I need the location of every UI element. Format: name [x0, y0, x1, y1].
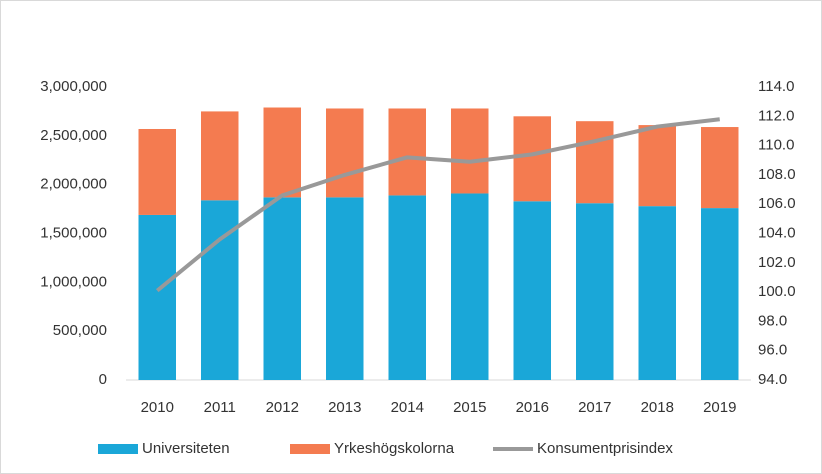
bar — [513, 201, 551, 380]
y2-tick-label: 102.0 — [758, 254, 796, 271]
y-tick-label: 1,500,000 — [40, 224, 107, 241]
x-tick-label: 2019 — [703, 399, 736, 416]
y2-tick-label: 94.0 — [758, 371, 787, 388]
y-tick-label: 1,000,000 — [40, 273, 107, 290]
line — [155, 117, 720, 293]
legend-label: Konsumentprisindex — [537, 440, 673, 457]
legend-swatch — [290, 444, 330, 454]
bar — [638, 125, 676, 207]
bar — [451, 108, 489, 194]
bar — [701, 127, 739, 209]
bar — [388, 108, 426, 196]
y-tick-label: 2,000,000 — [40, 176, 107, 193]
bar — [576, 121, 614, 204]
x-tick-label: 2017 — [578, 399, 611, 416]
bar — [138, 128, 176, 215]
y2-tick-label: 110.0 — [758, 137, 794, 154]
x-tick-label: 2016 — [516, 399, 549, 416]
bar — [263, 107, 301, 198]
x-tick-label: 2013 — [328, 399, 361, 416]
y-tick-label: 3,000,000 — [40, 78, 107, 95]
x-tick-label: 2015 — [453, 399, 486, 416]
y-tick-label: 2,500,000 — [40, 127, 107, 144]
y2-tick-label: 96.0 — [758, 342, 787, 359]
y2-tick-label: 98.0 — [758, 312, 787, 329]
bar — [388, 195, 426, 380]
y-tick-label: 500,000 — [53, 322, 107, 339]
bar — [201, 111, 239, 201]
x-tick-label: 2014 — [391, 399, 424, 416]
y2-tick-label: 106.0 — [758, 195, 796, 212]
bar — [326, 108, 364, 198]
y-tick-label: 0 — [99, 371, 107, 388]
bar — [576, 203, 614, 380]
bar — [701, 208, 739, 380]
y2-tick-label: 100.0 — [758, 283, 796, 300]
y2-tick-label: 108.0 — [758, 166, 796, 183]
x-tick-label: 2011 — [204, 399, 236, 416]
bar — [263, 197, 301, 380]
bar — [326, 197, 364, 380]
bar — [638, 206, 676, 380]
legend-label: Universiteten — [142, 440, 230, 457]
y2-tick-label: 114.0 — [758, 78, 794, 95]
bar — [201, 200, 239, 380]
bar — [451, 193, 489, 380]
legend-swatch — [98, 444, 138, 454]
y2-tick-label: 112.0 — [758, 107, 794, 124]
bar — [513, 116, 551, 202]
x-tick-label: 2012 — [266, 399, 299, 416]
legend-label: Yrkeshögskolorna — [334, 440, 455, 457]
x-tick-label: 2018 — [641, 399, 674, 416]
x-tick-label: 2010 — [141, 399, 174, 416]
bar — [138, 214, 176, 380]
y2-tick-label: 104.0 — [758, 224, 796, 241]
